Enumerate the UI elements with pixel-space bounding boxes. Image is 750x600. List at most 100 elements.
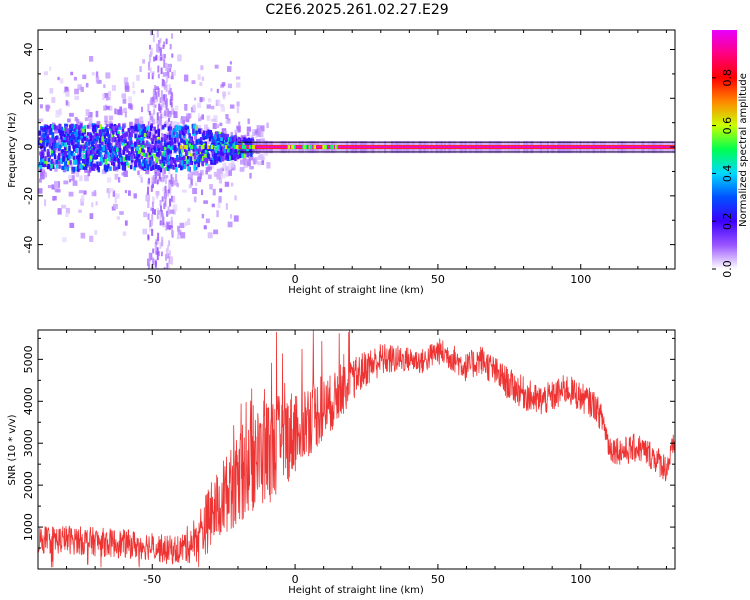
spectral-cell [193,196,197,203]
spectral-cell [54,167,58,172]
spectral-cell [172,128,176,132]
spectral-cell [197,148,200,155]
spectral-cell [150,48,153,56]
spectral-cell [209,184,213,190]
spectral-cell [153,145,156,150]
spectral-cell [68,178,72,183]
spectral-cell [57,208,62,215]
spectral-cell [129,137,132,143]
spectral-cell [179,145,183,150]
spectral-cell [165,84,168,93]
spectral-cell [118,126,122,130]
spectral-cell [233,165,236,171]
spectral-cell [224,155,227,161]
spectral-cell [166,155,170,161]
spectral-cell [114,137,117,142]
spectral-cell [151,176,154,183]
spectral-cell [122,149,125,156]
spectral-cell [58,161,62,168]
spectral-cell [153,126,156,131]
spectral-cell [177,229,182,235]
spectral-cell [171,195,176,203]
spectral-cell [76,150,81,156]
spectral-cell [167,126,171,132]
spectral-cell [224,153,228,157]
spectral-cell [193,104,197,112]
spectral-cell [182,120,186,124]
spectral-cell [216,169,222,176]
spectral-cell [168,141,172,146]
spectral-cell [169,184,172,191]
spectral-cell [169,164,173,169]
spectral-cell [149,67,152,73]
spectral-cell [239,159,245,165]
spectral-cell [227,148,230,153]
spectral-cell [187,218,191,226]
colorbar-tick-label: 0.6 [721,117,734,135]
spectral-cell [72,153,76,159]
spectral-cell [86,124,92,130]
spectral-cell [192,124,196,130]
spectral-cell [195,182,198,186]
spectral-cell [211,150,215,155]
spectral-cell [117,177,121,183]
spectral-cell [229,150,233,157]
spectral-cell [197,74,201,81]
spectral-cell [222,91,227,97]
spectral-cell [212,153,216,158]
snr-frame [37,329,676,570]
spectral-cell [167,63,172,68]
spectral-cell [119,106,123,112]
spectral-cell [87,163,91,167]
snr-y-ticks: 1000 2000 3000 4000 5000 [22,337,675,570]
spectral-cell [168,90,171,95]
colorbar-tick-label: 0.8 [721,69,734,87]
spectral-cell [161,175,164,183]
spectral-cell [39,104,43,109]
spectral-cell [157,164,160,171]
spectral-cell [55,110,60,115]
spectral-cell [147,146,150,153]
spectral-cell [196,156,200,162]
spectral-cell [116,147,119,153]
spectral-cell [165,224,168,231]
spectral-cell [91,127,95,132]
spectral-cell [132,150,135,155]
spectral-cell [159,38,162,43]
spectral-cell [293,145,296,150]
spectral-cell [96,120,101,128]
spectral-cell [86,158,89,164]
spectral-cell [220,173,226,179]
spectral-cell [124,143,127,148]
spectral-cell [139,116,144,121]
spectral-cell [147,121,151,126]
spectral-cell [177,225,180,232]
spectral-cell [61,130,65,136]
spectral-cell [141,152,144,157]
spectral-cell [106,130,109,137]
spectral-cell [200,158,203,163]
spectral-cell [256,128,261,136]
spectral-cell [213,141,217,146]
spectral-cell [172,129,176,136]
spectral-cell [169,209,175,214]
spectral-cell [183,145,187,150]
spectral-cell [309,145,313,150]
spectral-cell [84,166,88,170]
x-tick-label: -50 [143,273,161,286]
spectral-cell [130,126,133,131]
spectral-cell [169,87,172,94]
spectral-cell [132,129,135,134]
spectral-cell [168,252,171,259]
spectral-cell [249,145,252,150]
spectral-cell [102,145,105,151]
spectral-cell [171,157,174,162]
spectral-cell [216,210,219,218]
spectral-cell [170,195,173,202]
spectral-cell [195,125,199,130]
spectral-cell [52,165,55,170]
spectral-cell [45,104,50,111]
x-tick-label: 0 [292,273,299,286]
spectral-cell [135,133,139,140]
spectral-cell [84,141,88,147]
